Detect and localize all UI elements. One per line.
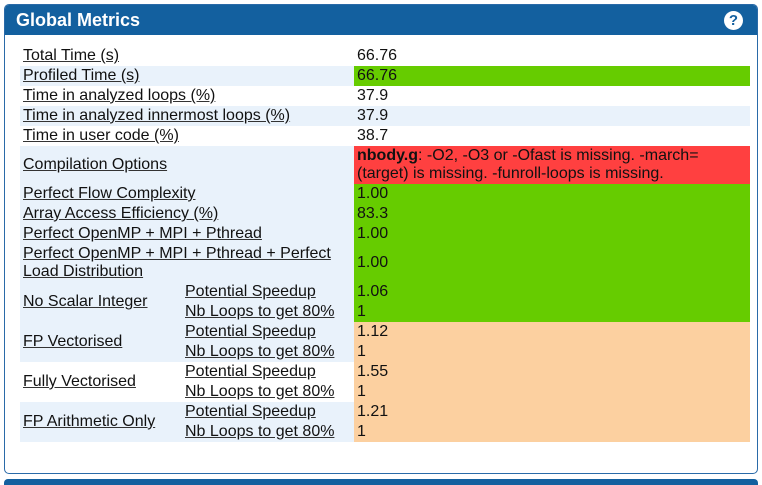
compilation-file: nbody.g <box>357 147 419 164</box>
global-metrics-panel: Global Metrics ? Total Time (s) 66.76 Pr… <box>4 4 758 474</box>
metrics-table: Total Time (s) 66.76 Profiled Time (s) 6… <box>20 46 750 442</box>
sub-label[interactable]: Potential Speedup <box>182 322 354 342</box>
metric-value: 1.00 <box>354 224 750 244</box>
sub-label[interactable]: Nb Loops to get 80% <box>182 342 354 362</box>
metric-label[interactable]: Compilation Options <box>20 146 354 184</box>
metric-label[interactable]: Perfect OpenMP + MPI + Pthread <box>20 224 354 244</box>
speedup-value: 1.06 <box>354 282 750 302</box>
metric-value: 38.7 <box>354 126 750 146</box>
sub-label[interactable]: Potential Speedup <box>182 362 354 382</box>
speedup-value: 1.21 <box>354 402 750 422</box>
row-flow-complexity: Perfect Flow Complexity 1.00 <box>20 184 750 204</box>
row-compilation: Compilation Options nbody.g: -O2, -O3 or… <box>20 146 750 184</box>
help-icon[interactable]: ? <box>724 10 743 30</box>
next-panel-header <box>4 479 758 485</box>
row-innermost-loops: Time in analyzed innermost loops (%) 37.… <box>20 106 750 126</box>
row-total-time: Total Time (s) 66.76 <box>20 46 750 66</box>
sub-label[interactable]: Potential Speedup <box>182 282 354 302</box>
row-group-loops: Nb Loops to get 80% 1 <box>20 342 750 362</box>
metric-value: 83.3 <box>354 204 750 224</box>
metric-label[interactable]: Array Access Efficiency (%) <box>20 204 354 224</box>
metric-value: 1.00 <box>354 184 750 204</box>
metric-value: 1.00 <box>354 244 750 282</box>
sub-label[interactable]: Nb Loops to get 80% <box>182 302 354 322</box>
row-openmp-mpi: Perfect OpenMP + MPI + Pthread 1.00 <box>20 224 750 244</box>
speedup-value: 1.12 <box>354 322 750 342</box>
group-label[interactable]: Fully Vectorised <box>20 362 182 402</box>
group-label[interactable]: No Scalar Integer <box>20 282 182 322</box>
metric-value: 66.76 <box>354 66 750 86</box>
metric-label[interactable]: Time in user code (%) <box>20 126 354 146</box>
sub-label[interactable]: Nb Loops to get 80% <box>182 422 354 442</box>
row-user-code: Time in user code (%) 38.7 <box>20 126 750 146</box>
metric-value: 66.76 <box>354 46 750 66</box>
metric-value: 37.9 <box>354 106 750 126</box>
metric-value: 37.9 <box>354 86 750 106</box>
metric-label[interactable]: Perfect OpenMP + MPI + Pthread + Perfect… <box>20 244 354 282</box>
row-profiled-time: Profiled Time (s) 66.76 <box>20 66 750 86</box>
sub-label[interactable]: Nb Loops to get 80% <box>182 382 354 402</box>
metric-label[interactable]: Time in analyzed loops (%) <box>20 86 354 106</box>
metric-label[interactable]: Total Time (s) <box>20 46 354 66</box>
row-group-speedup: Fully Vectorised Potential Speedup 1.55 <box>20 362 750 402</box>
sub-label[interactable]: Potential Speedup <box>182 402 354 422</box>
row-group-speedup: No Scalar Integer Potential Speedup 1.06 <box>20 282 750 322</box>
loops-value: 1 <box>354 302 750 322</box>
metric-label[interactable]: Perfect Flow Complexity <box>20 184 354 204</box>
row-analyzed-loops: Time in analyzed loops (%) 37.9 <box>20 86 750 106</box>
speedup-value: 1.55 <box>354 362 750 382</box>
row-group-speedup: FP Vectorised Potential Speedup 1.12 <box>20 322 750 362</box>
row-openmp-load: Perfect OpenMP + MPI + Pthread + Perfect… <box>20 244 750 282</box>
row-group-speedup: FP Arithmetic Only Potential Speedup 1.2… <box>20 402 750 442</box>
row-group-loops: Nb Loops to get 80% 1 <box>20 422 750 442</box>
group-label[interactable]: FP Vectorised <box>20 322 182 362</box>
metric-label[interactable]: Time in analyzed innermost loops (%) <box>20 106 354 126</box>
group-label[interactable]: FP Arithmetic Only <box>20 402 182 442</box>
metric-label[interactable]: Profiled Time (s) <box>20 66 354 86</box>
loops-value: 1 <box>354 382 750 402</box>
compilation-value: nbody.g: -O2, -O3 or -Ofast is missing. … <box>354 146 750 184</box>
loops-value: 1 <box>354 422 750 442</box>
row-group-loops: Nb Loops to get 80% 1 <box>20 302 750 322</box>
panel-header: Global Metrics ? <box>5 5 757 35</box>
compilation-message: : -O2, -O3 or -Ofast is missing. -march=… <box>357 147 699 182</box>
row-array-access: Array Access Efficiency (%) 83.3 <box>20 204 750 224</box>
panel-title: Global Metrics <box>16 9 141 30</box>
loops-value: 1 <box>354 342 750 362</box>
row-group-loops: Nb Loops to get 80% 1 <box>20 382 750 402</box>
